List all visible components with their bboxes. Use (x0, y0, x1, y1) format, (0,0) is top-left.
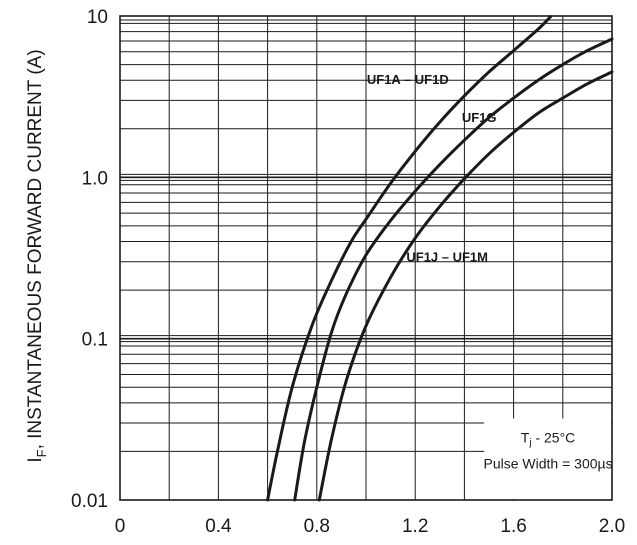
y-tick-label: 10 (87, 7, 108, 28)
series-line-3 (317, 70, 614, 502)
annotation-temp-value: - 25°C (532, 430, 576, 446)
annotation-temperature: Tj - 25°C (521, 430, 576, 449)
annotation-box: Tj - 25°C Pulse Width = 300µs (484, 418, 613, 499)
plot-frame (119, 15, 613, 501)
series-curves (266, 15, 614, 502)
series-label-2: UF1G (462, 110, 497, 125)
y-axis-label: IF, INSTANTANEOUS FORWARD CURRENT (A) (25, 49, 49, 462)
series-labels: UF1A – UF1D UF1G UF1J – UF1M (367, 72, 497, 265)
series-label-1: UF1A – UF1D (367, 72, 449, 87)
x-tick-label: 2.0 (599, 516, 625, 537)
x-tick-label: 1.6 (500, 516, 526, 537)
y-axis-label-text: , INSTANTANEOUS FORWARD CURRENT (A) (25, 49, 46, 449)
series-line-1 (266, 15, 552, 502)
series-label-3: UF1J – UF1M (406, 250, 488, 265)
annotation-temp-symbol: T (521, 430, 530, 446)
annotation-pulse-width: Pulse Width = 300µs (484, 456, 613, 472)
x-tick-label: 0 (115, 516, 126, 537)
y-tick-label: 0.01 (71, 491, 108, 512)
x-tick-label: 1.2 (402, 516, 428, 537)
y-tick-label: 1.0 (82, 168, 108, 189)
series-line-2 (293, 37, 614, 502)
x-tick-labels: 0 0.4 0.8 1.2 1.6 2.0 (115, 516, 626, 537)
y-tick-labels: 10 1.0 0.1 0.01 (71, 7, 108, 512)
x-tick-label: 0.8 (304, 516, 330, 537)
grid (120, 16, 612, 500)
annotation-temp-subscript: j (528, 438, 531, 449)
x-tick-label: 0.4 (205, 516, 232, 537)
y-tick-label: 0.1 (82, 330, 108, 351)
y-axis-label-symbol: I (25, 457, 46, 462)
y-axis-label-subscript: F (34, 449, 49, 457)
annotation-background (484, 418, 611, 499)
